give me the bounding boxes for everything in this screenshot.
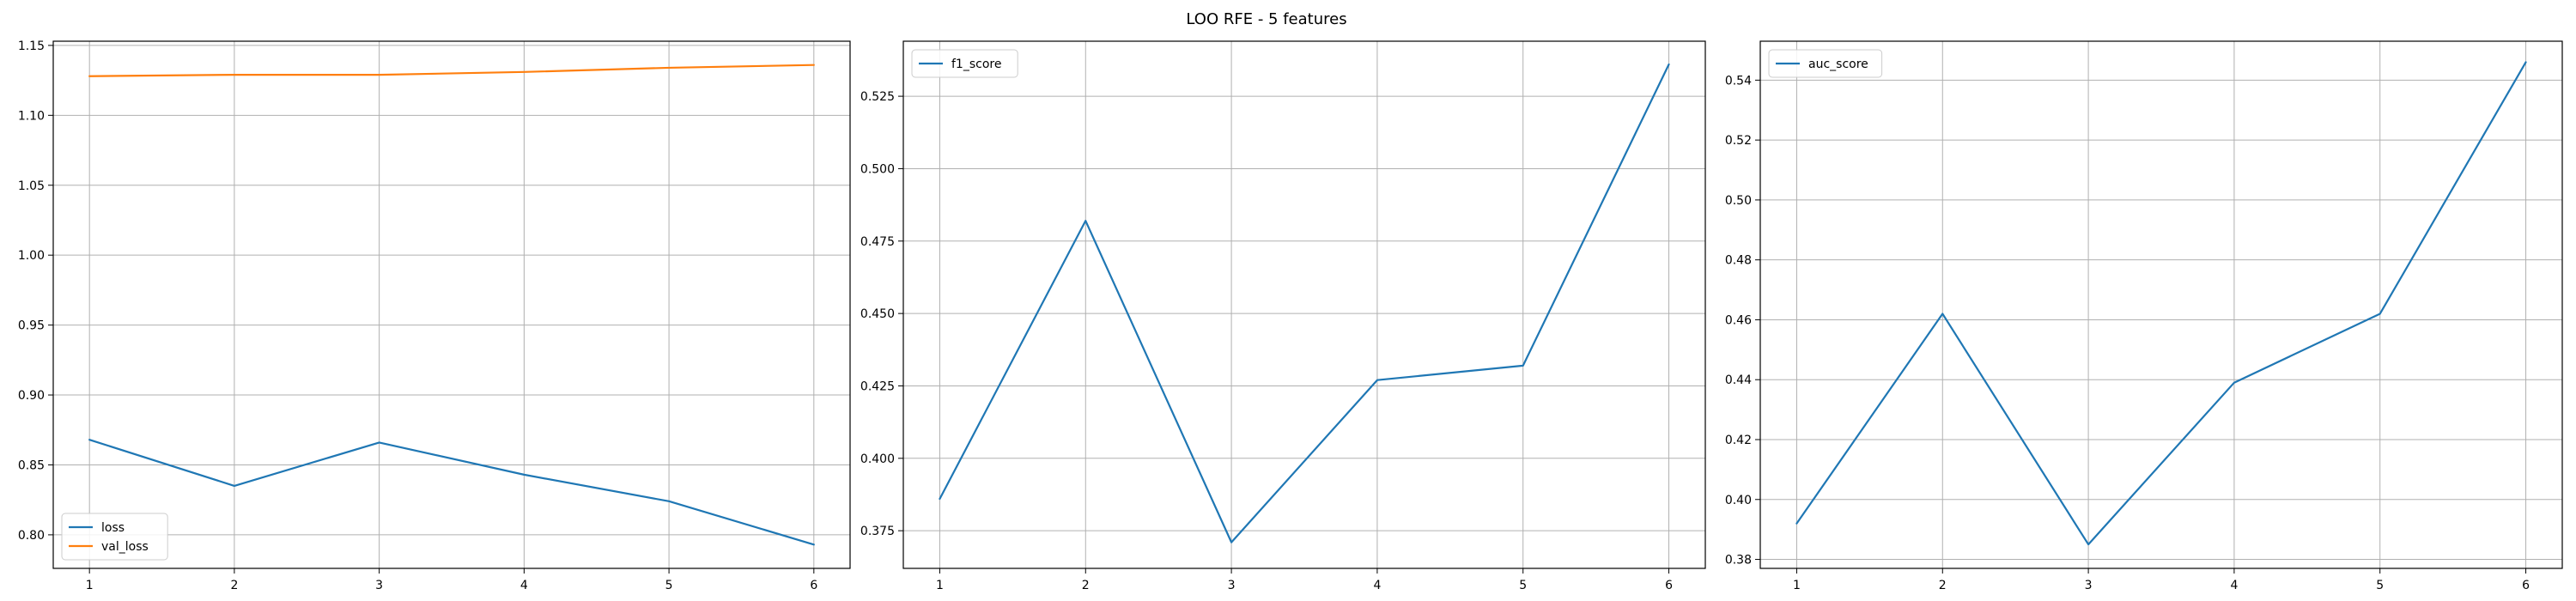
auc-score-chart-series-auc-score-line xyxy=(1795,61,2527,546)
loss-chart-legend: loss val_loss xyxy=(61,513,168,561)
f1-score-chart-x-tick-label: 3 xyxy=(1228,579,1236,592)
auc-score-chart-y-tick-label: 0.46 xyxy=(1725,313,1752,327)
auc-score-chart-y-tick-label: 0.48 xyxy=(1725,254,1752,268)
auc-score-chart-x-tick-label: 6 xyxy=(2522,579,2530,592)
auc-score-chart-legend-label: auc_score xyxy=(1808,58,1868,71)
auc-score-chart-x-tick-label: 4 xyxy=(2230,579,2238,592)
f1-score-chart-legend-label: f1_score xyxy=(951,58,1001,71)
f1-score-chart-x-tick-label: 2 xyxy=(1082,579,1090,592)
auc-score-chart-x-tick-label: 5 xyxy=(2376,579,2384,592)
f1-score-chart-panel: 1 2 3 4 5 6 0.375 0.400 0.425 0.450 0.475 0.500 0.52… xyxy=(860,40,1706,592)
loss-chart-x-tick-label: 2 xyxy=(230,579,238,592)
auc-score-chart-x-tick-label: 2 xyxy=(1939,579,1947,592)
loss-chart-x-tick-label: 4 xyxy=(520,579,528,592)
auc-score-chart-y-tick-label: 0.40 xyxy=(1725,494,1752,507)
auc-score-chart-legend-box xyxy=(1768,49,1883,78)
loss-chart-y-tick-label: 1.05 xyxy=(18,179,45,193)
loss-chart-panel: 1 2 3 4 5 6 0.80 0.85 0.90 0.95 1.00 1.05 1.10 1.15 lo… xyxy=(18,39,851,592)
f1-score-chart-y-tick-label: 0.450 xyxy=(860,307,895,321)
loss-chart-legend-label: val_loss xyxy=(101,540,149,554)
loss-chart-y-tick-label: 0.95 xyxy=(18,319,45,333)
auc-score-chart-y-tick-label: 0.54 xyxy=(1725,74,1752,88)
f1-score-chart-y-tick-label: 0.500 xyxy=(860,162,895,176)
auc-score-chart-y-tick-label: 0.44 xyxy=(1725,373,1752,387)
loss-chart-y-tick-label: 0.90 xyxy=(18,389,45,403)
loss-chart-y-tick-label: 1.15 xyxy=(18,39,45,53)
loss-chart-x-tick-label: 5 xyxy=(665,579,673,592)
loss-chart-y-tick-label: 1.10 xyxy=(18,109,45,123)
auc-score-chart-y-tick-label: 0.50 xyxy=(1725,194,1752,208)
loss-chart-legend-box xyxy=(61,513,168,561)
auc-score-chart-y-tick-label: 0.52 xyxy=(1725,134,1752,148)
loss-chart-x-tick-label: 3 xyxy=(375,579,383,592)
f1-score-chart-y-tick-label: 0.400 xyxy=(860,452,895,466)
auc-score-chart-x-tick-label: 1 xyxy=(1793,579,1801,592)
loss-chart-x-tick-label: 1 xyxy=(86,579,94,592)
f1-score-chart-series-f1-score-line xyxy=(939,63,1670,543)
loss-chart-y-tick-label: 0.85 xyxy=(18,458,45,472)
loss-chart-series-loss-line xyxy=(88,439,815,546)
f1-score-chart-y-tick-label: 0.475 xyxy=(860,235,895,249)
auc-score-chart-y-tick-label: 0.42 xyxy=(1725,434,1752,447)
f1-score-chart-x-tick-label: 5 xyxy=(1519,579,1527,592)
loss-chart-axes-frame xyxy=(52,40,851,569)
auc-score-chart-axes-frame xyxy=(1759,40,2563,569)
auc-score-chart-y-tick-label: 0.38 xyxy=(1725,554,1752,568)
f1-score-chart-x-tick-label: 6 xyxy=(1665,579,1673,592)
f1-score-chart-y-tick-label: 0.375 xyxy=(860,525,895,538)
f1-score-chart-legend: f1_score xyxy=(911,49,1018,78)
auc-score-chart-panel: 1 2 3 4 5 6 0.38 0.40 0.42 0.44 0.46 0.48 0.50 0.52 0.… xyxy=(1725,40,2563,592)
loss-chart-x-tick-label: 6 xyxy=(810,579,817,592)
figure-suptitle: LOO RFE - 5 features xyxy=(1186,10,1346,28)
f1-score-chart-x-tick-label: 4 xyxy=(1373,579,1381,592)
loss-chart-y-tick-label: 0.80 xyxy=(18,529,45,543)
f1-score-chart-axes-frame xyxy=(902,40,1706,569)
f1-score-chart-x-tick-label: 1 xyxy=(936,579,944,592)
auc-score-chart-legend: auc_score xyxy=(1768,49,1883,78)
loss-chart-legend-label: loss xyxy=(101,521,125,535)
f1-score-chart-y-tick-label: 0.525 xyxy=(860,90,895,104)
f1-score-chart-legend-box xyxy=(911,49,1018,78)
auc-score-chart-x-tick-label: 3 xyxy=(2085,579,2093,592)
f1-score-chart-y-tick-label: 0.425 xyxy=(860,379,895,393)
loss-chart-series-val-loss-line xyxy=(88,64,815,77)
loss-chart-y-tick-label: 1.00 xyxy=(18,249,45,263)
